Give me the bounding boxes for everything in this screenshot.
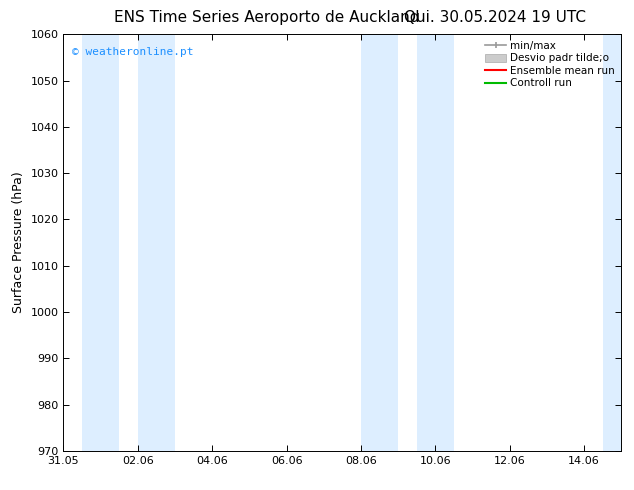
Bar [417, 34, 454, 451]
Y-axis label: Surface Pressure (hPa): Surface Pressure (hPa) [12, 172, 25, 314]
Bar [361, 34, 398, 451]
Text: Qui. 30.05.2024 19 UTC: Qui. 30.05.2024 19 UTC [403, 10, 586, 25]
Legend: min/max, Desvio padr tilde;o, Ensemble mean run, Controll run: min/max, Desvio padr tilde;o, Ensemble m… [482, 37, 618, 92]
Text: © weatheronline.pt: © weatheronline.pt [72, 47, 193, 57]
Text: ENS Time Series Aeroporto de Auckland: ENS Time Series Aeroporto de Auckland [113, 10, 419, 25]
Bar [138, 34, 175, 451]
Bar [82, 34, 119, 451]
Bar [603, 34, 629, 451]
